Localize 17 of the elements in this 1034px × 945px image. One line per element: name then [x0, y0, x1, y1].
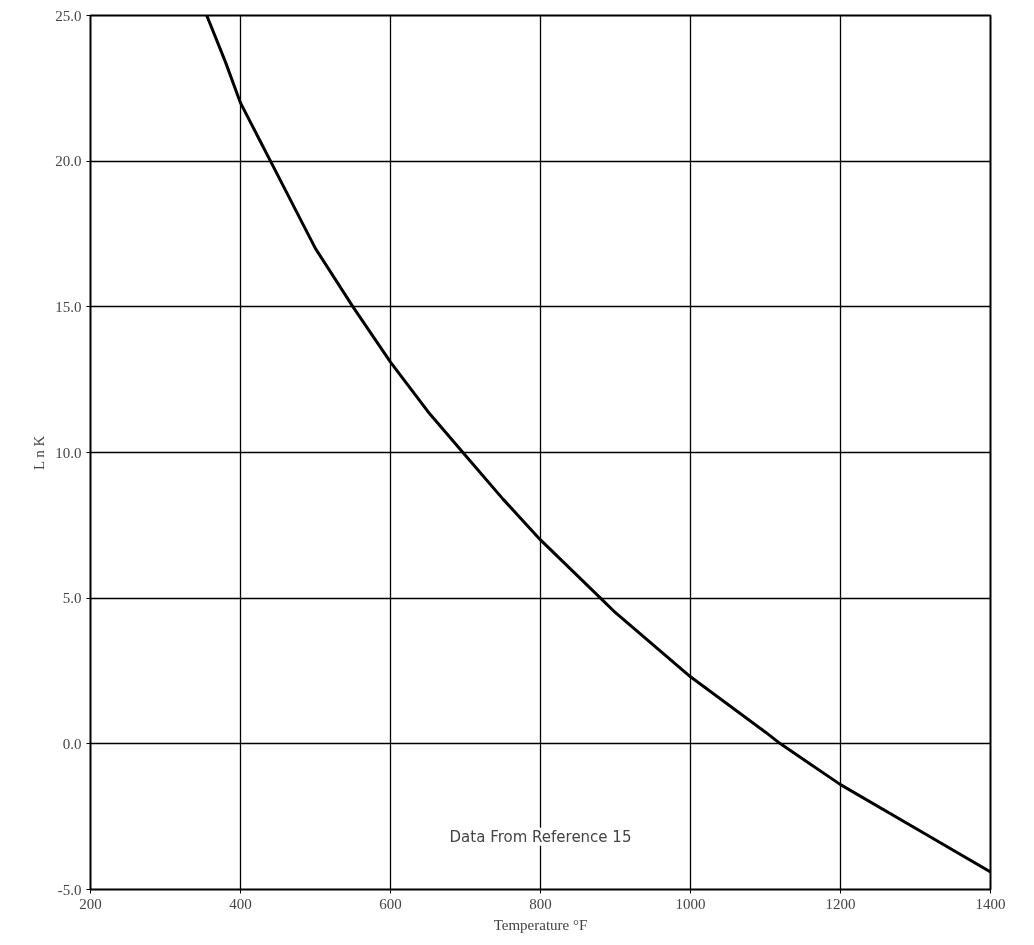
x-axis-title: Temperature °F	[493, 916, 588, 933]
annotation: Data From Reference 15	[449, 827, 632, 846]
y-tick-label: 20.0	[55, 153, 82, 170]
y-tick-label: 5.0	[62, 590, 82, 607]
y-tick-label: 15.0	[55, 298, 82, 315]
x-tick-label: 400	[229, 895, 252, 912]
y-tick-label: 25.0	[55, 7, 82, 24]
y-tick-label: -5.0	[57, 881, 82, 898]
y-tick-label: 0.0	[62, 735, 82, 752]
x-tick-label: 600	[379, 895, 402, 912]
x-tick-label: 1400	[975, 895, 1006, 912]
x-tick-label: 800	[529, 895, 552, 912]
x-tick-label: 200	[79, 895, 102, 912]
y-axis-title: L n K	[31, 435, 48, 470]
y-tick-label: 10.0	[55, 444, 82, 461]
x-tick-label: 1200	[825, 895, 856, 912]
x-tick-label: 1000	[675, 895, 706, 912]
